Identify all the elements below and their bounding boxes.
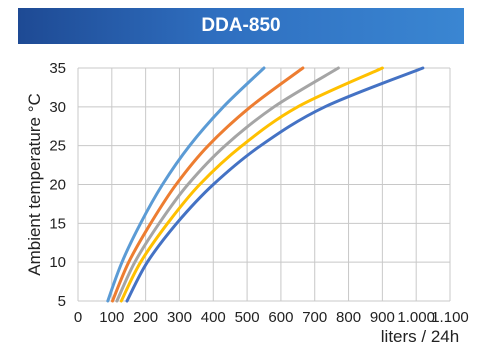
y-tick-label: 10 [49,254,66,271]
x-tick-label: 200 [133,309,158,326]
y-tick-label: 15 [49,215,66,232]
y-tick-label: 25 [49,138,66,155]
x-tick-label: 300 [167,309,192,326]
x-tick-label: 0 [74,309,82,326]
x-tick-label: 600 [268,309,293,326]
x-tick-label: 1.100 [431,309,469,326]
y-tick-label: 5 [58,293,66,310]
x-tick-label: 800 [336,309,361,326]
x-tick-label: 100 [99,309,124,326]
x-tick-label: 500 [235,309,260,326]
y-tick-label: 20 [49,177,66,194]
y-tick-label: 35 [49,60,66,77]
y-axis-label: Ambient temperature °C [25,93,44,276]
x-tick-label: 1.000 [397,309,435,326]
x-tick-label: 400 [201,309,226,326]
x-tick-label: 900 [370,309,395,326]
x-tick-label: 700 [302,309,327,326]
x-axis-label: liters / 24h [381,327,459,346]
y-tick-label: 30 [49,99,66,116]
